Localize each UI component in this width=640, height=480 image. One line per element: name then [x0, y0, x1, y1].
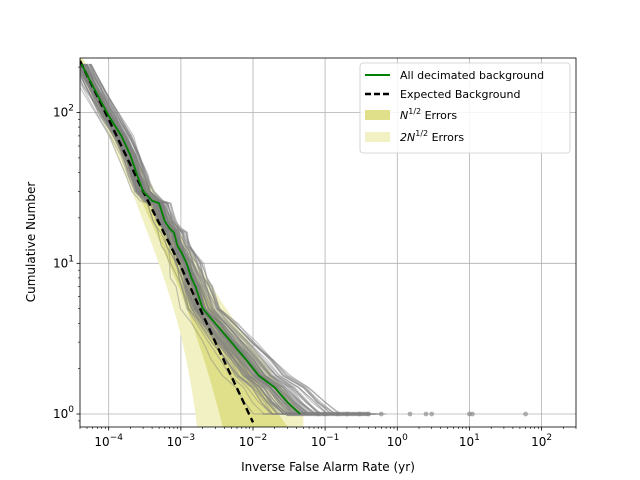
error-bands [80, 58, 304, 427]
background-trial-line [88, 63, 346, 415]
two-n-error-band [80, 58, 304, 427]
background-trial-line [89, 63, 361, 415]
tail-point [407, 411, 413, 417]
background-trial-line [80, 69, 286, 415]
background-trial-line [80, 66, 299, 415]
background-trial-line [90, 63, 371, 415]
background-trial-line [89, 63, 374, 415]
tail-point [378, 411, 384, 417]
tail-point [470, 411, 475, 417]
background-trial-line [80, 77, 275, 415]
x-tick-label: 10−4 [94, 433, 123, 449]
background-trial-line [80, 74, 294, 415]
legend-swatch-2n-errors [365, 132, 390, 142]
series-lines [80, 60, 301, 423]
y-tick-label: 102 [53, 104, 74, 120]
y-tick-label: 101 [53, 254, 74, 270]
background-trial-line [80, 67, 314, 415]
x-tick-label: 101 [459, 433, 480, 449]
background-trial-line [84, 63, 344, 415]
x-tick-label: 10−2 [239, 433, 268, 449]
axis-ticks: 10−4 10−3 10−2 10−1 100 101 102 100 101 102 [53, 66, 577, 449]
tail-point [429, 411, 435, 417]
background-trial-line [80, 67, 307, 415]
legend-frame [359, 62, 571, 154]
background-trial-line [88, 63, 371, 415]
background-trial-line [80, 63, 315, 415]
background-trial-line [84, 63, 376, 415]
tail-point [366, 411, 371, 417]
legend-label-expected: Expected Background [400, 88, 520, 101]
background-trial-line [82, 63, 339, 415]
background-trial-line [80, 63, 328, 415]
legend-swatch-n-errors [365, 110, 390, 120]
legend-label-n-errors: N1/2 Errors [400, 107, 457, 122]
background-trial-line [80, 67, 317, 415]
background-trial-line [80, 64, 319, 415]
background-trial-line [85, 63, 376, 415]
background-trial-line [86, 63, 379, 415]
background-trial-line [80, 75, 310, 415]
background-trial-line [85, 63, 345, 415]
background-trial-line [80, 70, 299, 415]
background-trial-line [80, 63, 309, 415]
x-tick-label: 10−3 [167, 433, 196, 449]
background-trial-line [80, 66, 303, 415]
background-trial-line [80, 63, 330, 415]
background-trial-line [84, 63, 358, 415]
background-trial-line [80, 86, 279, 415]
tail-point [523, 411, 528, 417]
background-trial-line [81, 63, 331, 415]
background-trial-line [83, 63, 321, 415]
background-trial-line [80, 63, 306, 415]
tail-point [423, 411, 429, 417]
background-trial-line [86, 63, 377, 415]
legend-label-2n-errors: 2N1/2 Errors [400, 129, 464, 144]
plot-frame [79, 57, 577, 428]
background-trial-line [80, 63, 305, 415]
background-trial-line [88, 63, 387, 415]
background-trial-line [86, 63, 343, 415]
x-tick-label: 102 [531, 433, 552, 449]
all-decimated-background-line [80, 63, 301, 415]
background-trial-line [80, 66, 306, 415]
background-trial-line [86, 63, 382, 415]
background-trial-line [90, 63, 353, 415]
background-trial-line [90, 63, 352, 415]
background-trial-tail-points [285, 411, 528, 417]
background-trial-line [80, 64, 313, 415]
background-trial-line [83, 63, 316, 415]
y-tick-label: 100 [53, 405, 74, 421]
background-trial-line [85, 63, 327, 415]
background-trial-line [85, 63, 332, 415]
background-trial-line [80, 71, 313, 415]
background-trial-line [85, 63, 364, 415]
background-trial-line [81, 63, 356, 415]
background-trial-line [80, 64, 312, 415]
y-axis-label: Cumulative Number [24, 182, 38, 303]
x-tick-label: 100 [387, 433, 408, 449]
background-trial-line [86, 63, 354, 415]
x-axis-label: Inverse False Alarm Rate (yr) [241, 460, 415, 474]
legend-label-all-bg: All decimated background [400, 69, 544, 82]
background-trial-line [81, 63, 339, 415]
background-trial-line [80, 65, 286, 415]
x-tick-label: 10−1 [311, 433, 340, 449]
legend: All decimated background Expected Backgr… [359, 62, 571, 154]
background-trial-line [81, 63, 334, 415]
background-trial-line [89, 63, 352, 415]
background-trial-line [80, 63, 338, 415]
